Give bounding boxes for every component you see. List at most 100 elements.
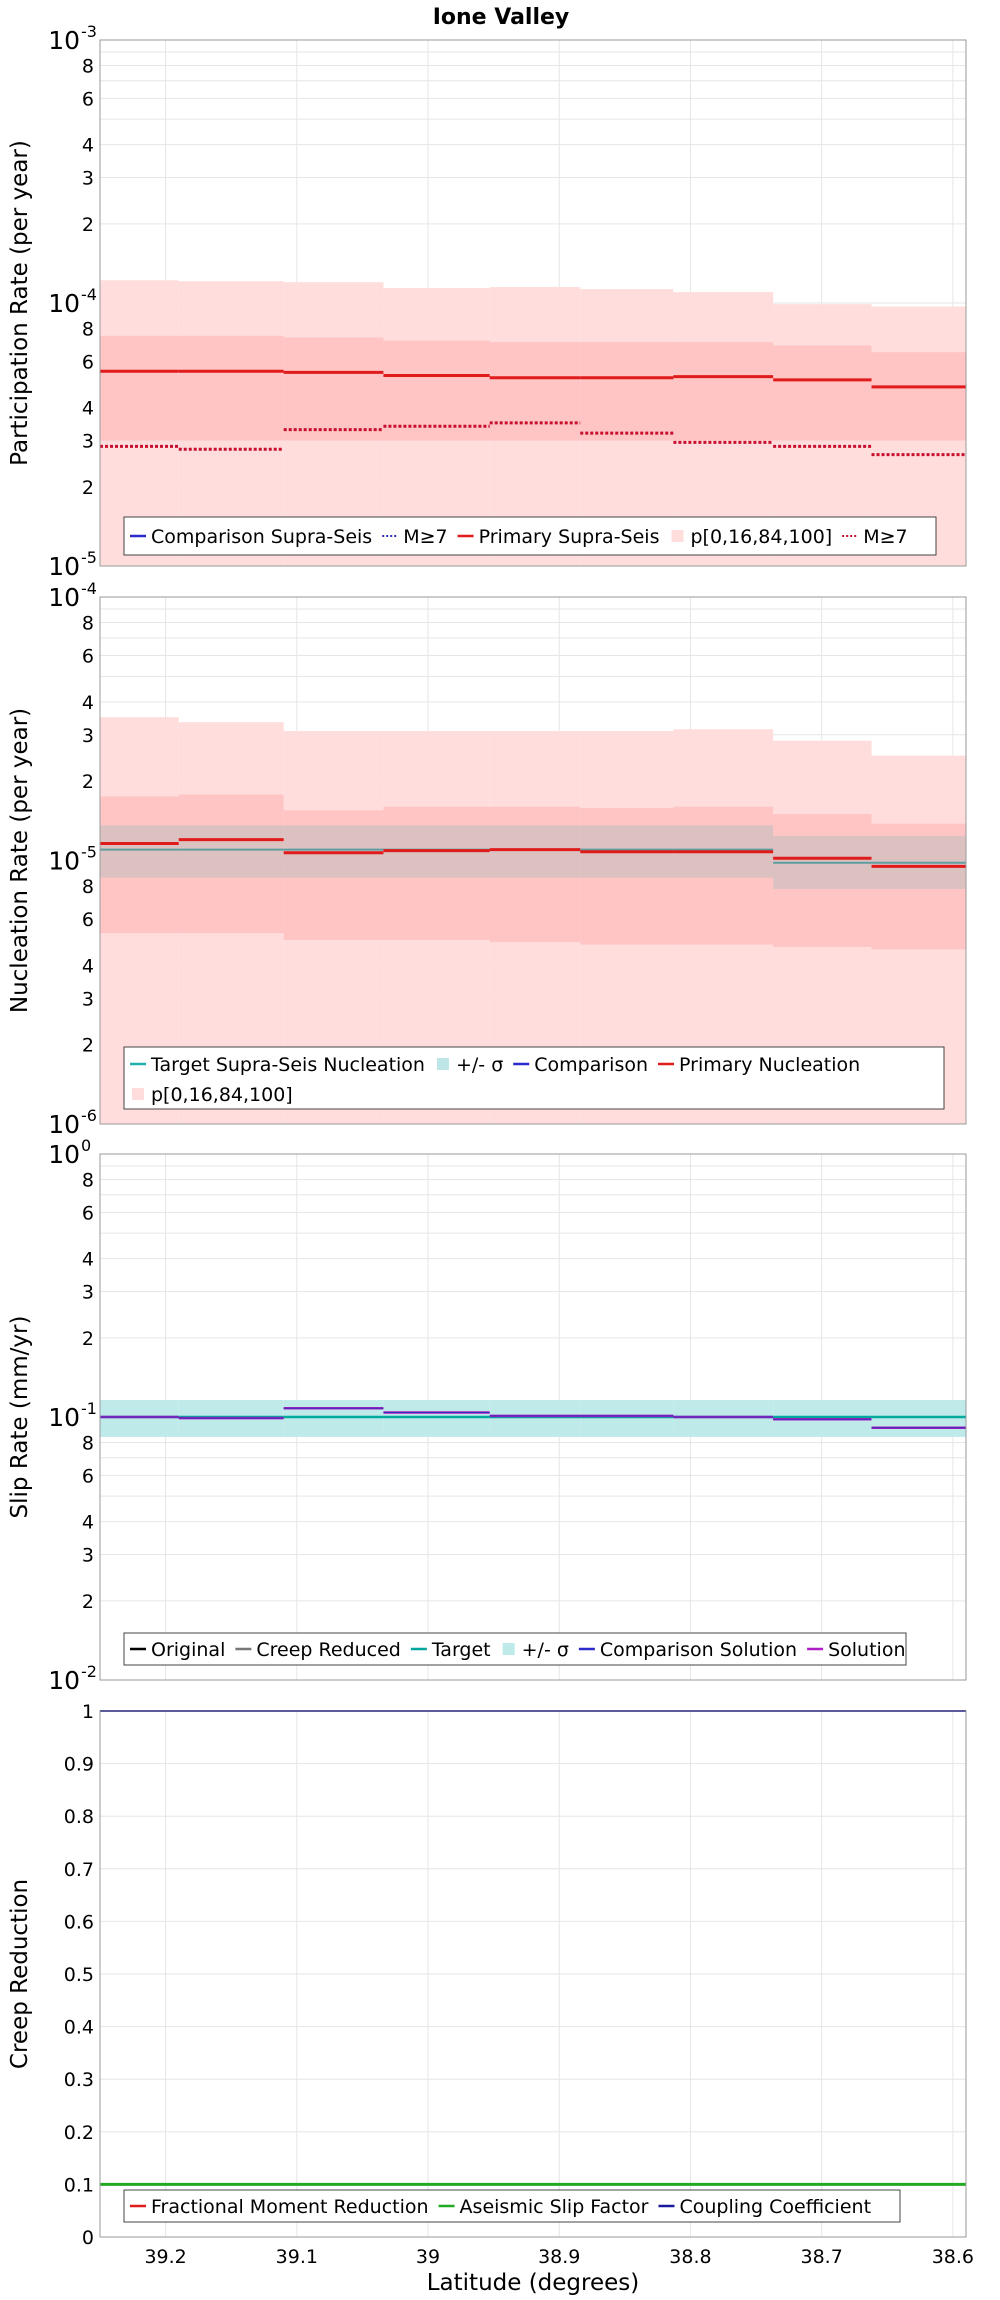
y-tick-label: 2 xyxy=(82,477,94,499)
band-segment xyxy=(489,825,581,878)
svg-text:10: 10 xyxy=(48,26,80,55)
legend-item: p[0,16,84,100] xyxy=(132,1084,293,1106)
legend-label: Solution xyxy=(828,1639,905,1661)
svg-text:-6: -6 xyxy=(81,1106,97,1125)
legend-label: Primary Supra-Seis xyxy=(479,526,660,548)
y-tick-label: 10 -4 xyxy=(48,579,97,612)
legend-item: Primary Nucleation xyxy=(658,1054,860,1076)
plot-frame xyxy=(99,1153,967,1681)
svg-text:10: 10 xyxy=(48,1403,80,1432)
legend: Target Supra-Seis Nucleation +/- σ Compari… xyxy=(123,1046,945,1110)
figure-title: Ione Valley xyxy=(433,5,570,30)
legend-item: Primary Supra-Seis xyxy=(457,526,660,548)
legend-swatch xyxy=(132,1088,144,1100)
legend-box xyxy=(123,516,937,556)
y-tick-label: 3 xyxy=(82,431,94,453)
y-tick-label: 0 xyxy=(82,2227,94,2249)
legend-label: Target xyxy=(431,1639,491,1661)
band-segment xyxy=(383,340,490,441)
legend: Original Creep Reduced Target +/- σ Comparis… xyxy=(123,1632,907,1666)
svg-text:10: 10 xyxy=(48,1110,80,1139)
panel-4: 0 0.1 0.2 0.3 0.4 0.5 0.6 0.7 0.8 0.9 1 Creep Reduc… xyxy=(7,1701,974,2268)
y-tick-label: 4 xyxy=(82,398,94,420)
y-tick-label: 10 0 xyxy=(48,1136,91,1169)
legend-item: Target xyxy=(410,1639,491,1661)
y-tick-label: 8 xyxy=(82,876,94,898)
band-segment xyxy=(580,342,674,441)
y-tick-label: 0.5 xyxy=(64,1964,94,1986)
y-tick-label: 4 xyxy=(82,1512,94,1534)
svg-text:10: 10 xyxy=(48,1140,80,1169)
band-segment xyxy=(673,342,774,441)
legend-box xyxy=(123,2189,901,2223)
y-tick-label: 0.6 xyxy=(64,1911,94,1933)
band-segment xyxy=(100,1400,179,1437)
y-tick-label: 6 xyxy=(82,1465,94,1487)
legend-item: Target Supra-Seis Nucleation xyxy=(130,1054,425,1076)
band-2 xyxy=(100,335,966,441)
legend-box xyxy=(123,1632,907,1666)
legend-label: Fractional Moment Reduction xyxy=(151,2196,429,2218)
legend-swatch xyxy=(671,530,684,542)
y-tick-label: 2 xyxy=(82,1328,94,1350)
svg-text:0: 0 xyxy=(81,1136,91,1155)
legend-label: Coupling Coefficient xyxy=(679,2196,871,2218)
legend-item: M≥7 xyxy=(842,526,908,548)
legend-item: Coupling Coefficient xyxy=(658,2196,871,2218)
y-tick-label: 2 xyxy=(82,214,94,236)
y-tick-label: 2 xyxy=(82,1591,94,1613)
plot-frame xyxy=(99,39,967,567)
y-axis-label: Slip Rate (mm/yr) xyxy=(7,1316,33,1519)
y-tick-label: 2 xyxy=(82,771,94,793)
y-tick-label: 10 -1 xyxy=(48,1399,97,1432)
y-tick-label: 0.7 xyxy=(64,1859,94,1881)
y-tick-label: 10 -4 xyxy=(48,285,97,318)
y-tick-label: 8 xyxy=(82,1432,94,1454)
legend-item: Comparison Solution xyxy=(578,1639,797,1661)
band-segment xyxy=(489,1400,581,1437)
band-segment xyxy=(871,1400,966,1437)
legend-box xyxy=(123,1046,945,1110)
legend-swatch xyxy=(436,1058,449,1070)
x-tick-label: 39.2 xyxy=(144,2246,186,2268)
legend-label: Comparison Supra-Seis xyxy=(151,526,372,548)
svg-text:-3: -3 xyxy=(81,22,97,41)
y-tick-label: 3 xyxy=(82,725,94,747)
svg-text:-5: -5 xyxy=(81,843,97,862)
y-tick-labels: 0 0.1 0.2 0.3 0.4 0.5 0.6 0.7 0.8 0.9 1 xyxy=(64,1701,94,2249)
x-tick-label: 38.8 xyxy=(669,2246,711,2268)
x-tick-label: 39 xyxy=(416,2246,440,2268)
svg-text:10: 10 xyxy=(48,583,80,612)
plot-frame xyxy=(99,1710,967,2238)
y-tick-label: 6 xyxy=(82,88,94,110)
legend-label: Comparison Solution xyxy=(600,1639,797,1661)
legend-swatch xyxy=(502,1643,515,1655)
legend-label: M≥7 xyxy=(863,526,907,548)
x-tick-label: 39.1 xyxy=(276,2246,318,2268)
x-tick-label: 38.6 xyxy=(932,2246,974,2268)
y-tick-label: 0.1 xyxy=(64,2174,94,2196)
band-segment xyxy=(283,337,384,441)
svg-text:-2: -2 xyxy=(81,1662,97,1681)
legend-label: p[0,16,84,100] xyxy=(151,1084,293,1106)
y-tick-label: 3 xyxy=(82,1545,94,1567)
band-segment xyxy=(283,1400,384,1437)
y-tick-label: 0.3 xyxy=(64,2069,94,2091)
y-tick-label: 6 xyxy=(82,645,94,667)
y-tick-label: 10 -6 xyxy=(48,1106,97,1139)
y-tick-label: 6 xyxy=(82,351,94,373)
x-tick-labels: 39.2 39.1 39 38.9 38.8 38.7 38.6 xyxy=(144,2246,974,2268)
legend: Fractional Moment Reduction Aseismic Slip… xyxy=(123,2189,901,2223)
y-tick-label: 4 xyxy=(82,692,94,714)
y-tick-label: 4 xyxy=(82,135,94,157)
y-tick-label: 3 xyxy=(82,1282,94,1304)
legend-item: +/- σ xyxy=(436,1054,503,1076)
svg-text:-4: -4 xyxy=(81,285,97,304)
y-tick-label: 0.4 xyxy=(64,2017,94,2039)
legend-item: +/- σ xyxy=(502,1639,569,1661)
legend-label: Aseismic Slip Factor xyxy=(460,2196,649,2218)
y-axis-label: Creep Reduction xyxy=(7,1879,33,2069)
